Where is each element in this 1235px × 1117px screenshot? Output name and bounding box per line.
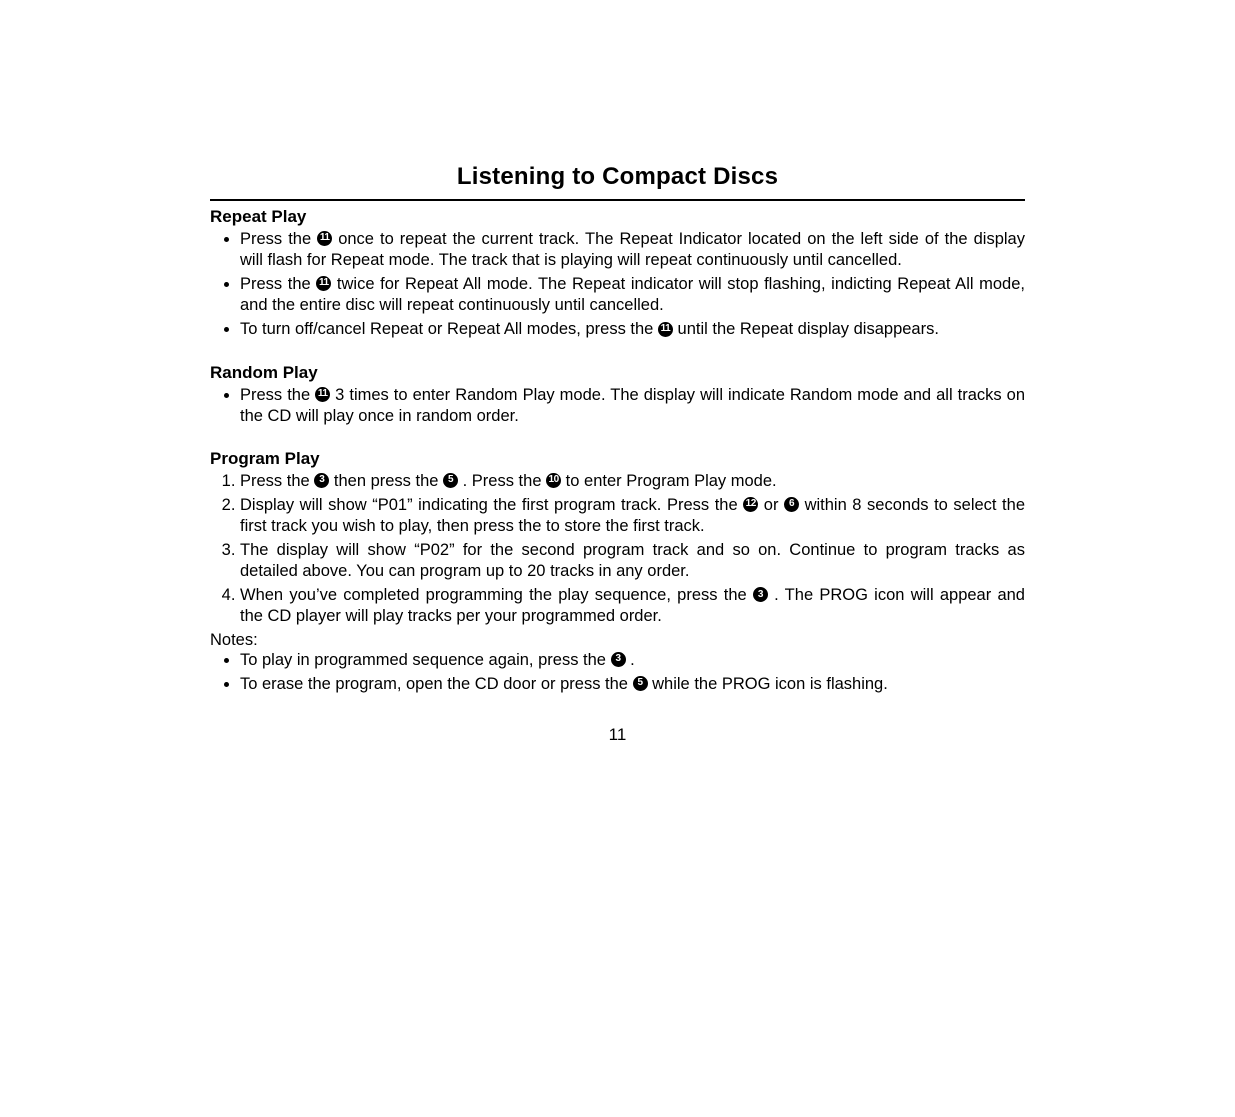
list-item: Display will show “P01” indicating the f… — [240, 495, 1025, 537]
text: To erase the program, open the CD door o… — [240, 675, 633, 693]
text: to enter Program Play mode. — [561, 472, 777, 490]
text: When you’ve completed programming the pl… — [240, 586, 753, 604]
text: then press the — [329, 472, 443, 490]
text: Display will show “P01” indicating the f… — [240, 496, 743, 514]
button-ref-3-icon: 3 — [314, 473, 329, 488]
heading-repeat-play: Repeat Play — [210, 207, 1025, 227]
text: or — [758, 496, 784, 514]
text: To turn off/cancel Repeat or Repeat All … — [240, 320, 658, 338]
list-item: The display will show “P02” for the seco… — [240, 540, 1025, 582]
random-play-list: Press the 11 3 times to enter Random Pla… — [210, 385, 1025, 427]
list-item: Press the 11 3 times to enter Random Pla… — [240, 385, 1025, 427]
manual-page: Listening to Compact Discs Repeat Play P… — [210, 163, 1025, 745]
list-item: When you’ve completed programming the pl… — [240, 585, 1025, 627]
text: Press the — [240, 472, 314, 490]
repeat-play-list: Press the 11 once to repeat the current … — [210, 229, 1025, 341]
list-item: To play in programmed sequence again, pr… — [240, 650, 1025, 671]
button-ref-10-icon: 10 — [546, 473, 561, 488]
text: Press the — [240, 230, 317, 248]
text: To play in programmed sequence again, pr… — [240, 651, 611, 669]
button-ref-3-icon: 3 — [611, 652, 626, 667]
heading-random-play: Random Play — [210, 363, 1025, 383]
list-item: Press the 3 then press the 5 . Press the… — [240, 471, 1025, 492]
button-ref-6-icon: 6 — [784, 497, 799, 512]
page-title: Listening to Compact Discs — [210, 163, 1025, 191]
text: . Press the — [458, 472, 546, 490]
heading-program-play: Program Play — [210, 449, 1025, 469]
button-ref-11-icon: 11 — [658, 322, 673, 337]
notes-label: Notes: — [210, 631, 1025, 650]
horizontal-rule — [210, 199, 1025, 201]
button-ref-11-icon: 11 — [316, 276, 331, 291]
button-ref-3-icon: 3 — [753, 587, 768, 602]
text: Press the — [240, 275, 316, 293]
button-ref-12-icon: 12 — [743, 497, 758, 512]
button-ref-5-icon: 5 — [633, 676, 648, 691]
text: twice for Repeat All mode. The Repeat in… — [240, 275, 1025, 314]
text: 3 times to enter Random Play mode. The d… — [240, 386, 1025, 425]
text: while the PROG icon is flashing. — [648, 675, 888, 693]
list-item: To turn off/cancel Repeat or Repeat All … — [240, 319, 1025, 340]
list-item: To erase the program, open the CD door o… — [240, 674, 1025, 695]
text: . — [626, 651, 635, 669]
text: until the Repeat display disappears. — [673, 320, 939, 338]
text: Press the — [240, 386, 315, 404]
button-ref-5-icon: 5 — [443, 473, 458, 488]
button-ref-11-icon: 11 — [315, 387, 330, 402]
list-item: Press the 11 twice for Repeat All mode. … — [240, 274, 1025, 316]
page-number: 11 — [210, 725, 1025, 745]
text: once to repeat the current track. The Re… — [240, 230, 1025, 269]
program-play-notes: To play in programmed sequence again, pr… — [210, 650, 1025, 695]
list-item: Press the 11 once to repeat the current … — [240, 229, 1025, 271]
button-ref-11-icon: 11 — [317, 231, 332, 246]
program-play-steps: Press the 3 then press the 5 . Press the… — [210, 471, 1025, 628]
